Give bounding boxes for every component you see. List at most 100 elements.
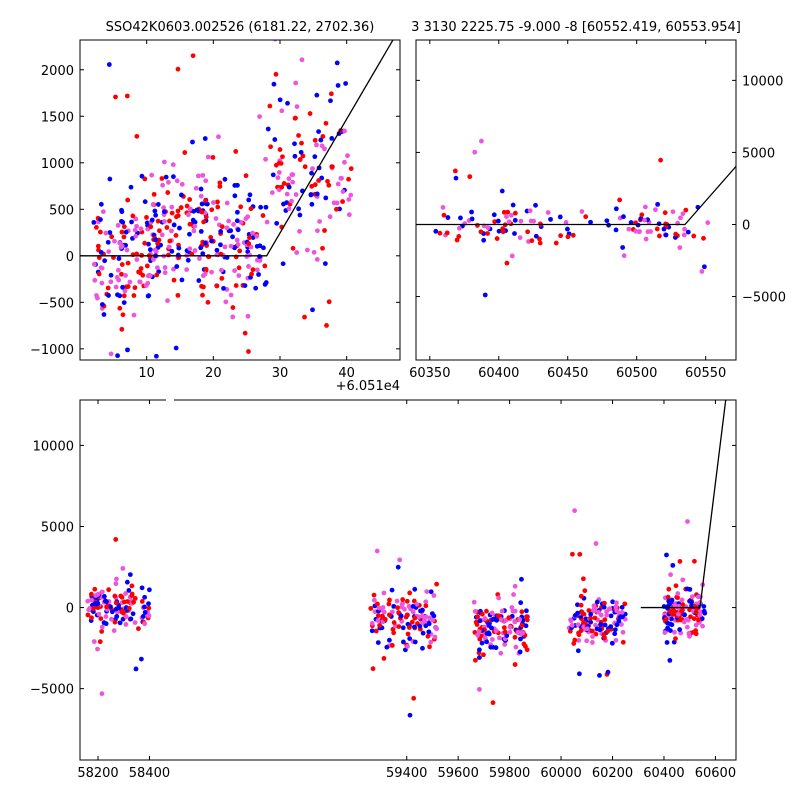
data-point — [565, 226, 570, 232]
data-point — [235, 242, 241, 247]
data-point — [125, 260, 131, 266]
data-point — [316, 178, 322, 183]
data-point — [226, 218, 232, 224]
data-point — [493, 628, 499, 634]
data-point — [589, 640, 595, 645]
data-point — [565, 234, 571, 240]
data-point — [133, 216, 139, 222]
data-point — [234, 218, 240, 224]
data-point — [138, 656, 144, 662]
data-point — [115, 267, 121, 273]
data-point — [342, 159, 347, 165]
data-point — [509, 253, 515, 259]
data-point — [197, 256, 202, 261]
data-point — [499, 188, 505, 194]
data-point — [701, 608, 707, 614]
data-point — [477, 655, 482, 660]
data-point — [134, 251, 140, 257]
data-point — [296, 206, 302, 212]
data-point — [167, 238, 173, 244]
data-point — [166, 244, 172, 250]
data-point — [179, 192, 184, 198]
data-point — [203, 214, 209, 220]
data-point — [441, 212, 447, 218]
data-point — [243, 173, 249, 179]
x-tick-label: 60500 — [616, 366, 657, 381]
data-point — [512, 634, 518, 640]
data-point — [217, 184, 223, 189]
data-point — [334, 60, 340, 66]
data-point — [297, 157, 303, 162]
data-point — [100, 209, 106, 215]
data-point — [262, 263, 268, 269]
data-point — [179, 181, 185, 187]
data-point — [502, 629, 508, 635]
data-point — [211, 200, 216, 205]
data-point — [258, 204, 264, 210]
data-point — [232, 268, 237, 274]
data-point — [123, 591, 129, 596]
data-point — [619, 609, 625, 615]
axis-break — [166, 398, 175, 402]
data-point — [185, 257, 191, 263]
data-point — [687, 598, 692, 604]
data-point — [302, 314, 307, 320]
data-point — [113, 284, 119, 290]
data-point — [410, 603, 416, 609]
data-point — [396, 610, 402, 615]
data-point — [219, 224, 225, 230]
data-point — [299, 57, 305, 63]
data-point — [142, 594, 148, 600]
data-point — [246, 241, 252, 247]
data-point — [427, 644, 432, 650]
data-point — [129, 219, 134, 225]
data-point — [121, 234, 127, 240]
data-point — [570, 551, 575, 557]
data-point — [113, 600, 119, 606]
data-point — [269, 190, 275, 195]
data-point — [488, 644, 494, 650]
data-point — [85, 598, 91, 604]
data-point — [588, 615, 593, 621]
data-point — [597, 627, 603, 633]
data-point — [537, 240, 543, 246]
data-point — [205, 299, 211, 305]
data-point — [113, 537, 119, 542]
data-point — [91, 261, 97, 267]
data-point — [297, 228, 302, 234]
data-point — [142, 621, 148, 627]
data-point — [208, 234, 214, 240]
data-point — [308, 192, 314, 197]
data-point — [95, 243, 101, 249]
data-point — [138, 266, 144, 271]
data-point — [626, 226, 632, 232]
data-point — [96, 611, 102, 617]
x-tick-label: 60450 — [547, 366, 588, 381]
data-point — [123, 273, 128, 278]
data-point — [381, 590, 387, 596]
data-point — [209, 207, 215, 213]
data-point — [620, 245, 626, 250]
data-point — [680, 211, 686, 217]
data-point — [674, 594, 680, 600]
x-tick-label: 60400 — [643, 766, 684, 781]
data-point — [340, 199, 345, 204]
y-tick-label: 5000 — [41, 520, 74, 535]
data-point — [374, 548, 380, 554]
data-point — [119, 229, 125, 235]
data-point — [407, 590, 413, 596]
data-point — [91, 220, 97, 225]
data-point — [151, 256, 156, 262]
data-point — [105, 239, 111, 245]
data-point — [196, 278, 202, 283]
data-point — [88, 591, 94, 597]
data-point — [147, 247, 153, 253]
data-point — [174, 178, 180, 184]
data-point — [302, 164, 308, 170]
data-point — [655, 201, 661, 207]
data-point — [605, 669, 611, 675]
data-point — [434, 626, 440, 632]
data-point — [175, 292, 181, 298]
data-point — [122, 288, 128, 294]
data-point — [409, 619, 415, 625]
